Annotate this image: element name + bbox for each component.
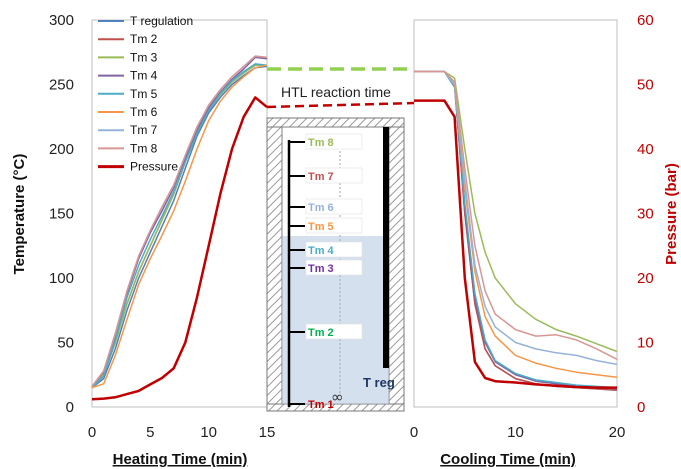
heating-line-t-regulation <box>91 65 268 389</box>
right-tick-label: 40 <box>637 141 654 158</box>
cooling-tick-label: 20 <box>609 424 626 441</box>
treg-label: T reg <box>363 375 395 390</box>
left-tick-label: 50 <box>57 335 74 352</box>
left-tick-label: 150 <box>49 206 74 223</box>
heating-tick-label: 0 <box>88 424 96 441</box>
heating-axis-ticks: 0 5 10 15 <box>88 424 276 441</box>
left-tick-label: 200 <box>49 141 74 158</box>
legend-label-pressure: Pressure <box>130 160 178 174</box>
cooling-plot-area <box>413 19 618 408</box>
left-axis-ticks: 0 50 100 150 200 250 300 <box>49 12 74 416</box>
left-axis-title: Temperature (°C) <box>11 154 28 275</box>
right-tick-label: 0 <box>637 399 645 416</box>
cooling-line-tm-3 <box>414 70 618 353</box>
cooling-axis-title: Cooling Time (min) <box>440 451 576 468</box>
legend-label-tm-5: Tm 5 <box>130 87 158 101</box>
right-axis-title: Pressure (bar) <box>663 163 680 265</box>
cooling-series-group <box>414 70 618 391</box>
reactor-wall-right <box>388 117 405 412</box>
right-axis-ticks: 0 10 20 30 40 50 60 <box>637 12 654 416</box>
reactor-wall-left <box>266 117 283 412</box>
htl-line-pressure <box>266 101 415 109</box>
cooling-line-pressure <box>414 99 617 389</box>
inset-label-tm-3: Tm 3 <box>308 263 334 275</box>
legend-label-tm-7: Tm 7 <box>130 123 158 137</box>
inset-label-tm-4: Tm 4 <box>308 245 335 257</box>
legend-label-tm-6: Tm 6 <box>130 105 158 119</box>
inset-label-box <box>305 217 363 234</box>
inset-label-tm-7: Tm 7 <box>308 171 334 183</box>
heating-axis-title: Heating Time (min) <box>113 451 248 468</box>
legend-label-tm-2: Tm 2 <box>130 32 158 46</box>
heating-line-tm-8 <box>91 55 268 387</box>
left-tick-label: 100 <box>49 270 74 287</box>
cooling-tick-label: 10 <box>507 424 524 441</box>
heating-tick-label: 10 <box>200 424 217 441</box>
inset-label-tm-1: Tm 1 <box>308 399 334 411</box>
legend: T regulation Tm 2 Tm 3 Tm 4 Tm 5 Tm 6 Tm 7 Tm 8… <box>98 14 193 174</box>
heating-line-tm-6 <box>91 64 268 389</box>
inset-label-box <box>305 323 363 340</box>
legend-label-t-regulation: T regulation <box>130 14 193 28</box>
cooling-line-tm-7 <box>414 70 618 366</box>
legend-label-tm-8: Tm 8 <box>130 141 158 155</box>
inset-label-box <box>305 241 363 258</box>
inset-label-tm-6: Tm 6 <box>308 202 334 214</box>
inset-label-tm-5: Tm 5 <box>308 221 334 233</box>
reactor-inset: Tm 8 Tm 7 Tm 6 Tm 5 Tm 4 Tm 3 Tm 2 Tm 1 T reg ∞ <box>266 117 405 412</box>
right-tick-label: 20 <box>637 270 654 287</box>
left-tick-label: 300 <box>49 12 74 29</box>
inset-label-tm-2: Tm 2 <box>308 327 334 339</box>
heating-series-group <box>91 55 268 401</box>
stirrer-symbol: ∞ <box>331 388 344 406</box>
cooling-line-tm-6 <box>414 70 618 379</box>
heating-line-tm-5 <box>91 63 268 389</box>
right-tick-label: 50 <box>637 77 654 94</box>
right-tick-label: 10 <box>637 335 654 352</box>
cooling-line-tm-4 <box>414 70 618 390</box>
inset-label-box <box>305 167 363 184</box>
htl-annotation: HTL reaction time <box>281 84 391 100</box>
inset-label-box <box>305 198 363 215</box>
cooling-axis-ticks: 0 10 20 <box>410 424 626 441</box>
heating-tick-label: 5 <box>146 424 154 441</box>
reactor-wall-top <box>266 117 405 128</box>
legend-label-tm-4: Tm 4 <box>130 69 158 83</box>
cooling-tick-label: 0 <box>410 424 418 441</box>
left-tick-label: 250 <box>49 77 74 94</box>
cooling-line-tm-8 <box>414 70 618 360</box>
right-tick-label: 60 <box>637 12 654 29</box>
right-tick-label: 30 <box>637 206 654 223</box>
heating-tick-label: 15 <box>259 424 276 441</box>
legend-label-tm-3: Tm 3 <box>130 50 158 64</box>
inset-label-box <box>305 133 363 150</box>
heating-line-pressure <box>91 96 268 401</box>
left-tick-label: 0 <box>66 399 74 416</box>
inset-label-box <box>305 259 363 276</box>
inset-label-tm-8: Tm 8 <box>308 137 334 149</box>
